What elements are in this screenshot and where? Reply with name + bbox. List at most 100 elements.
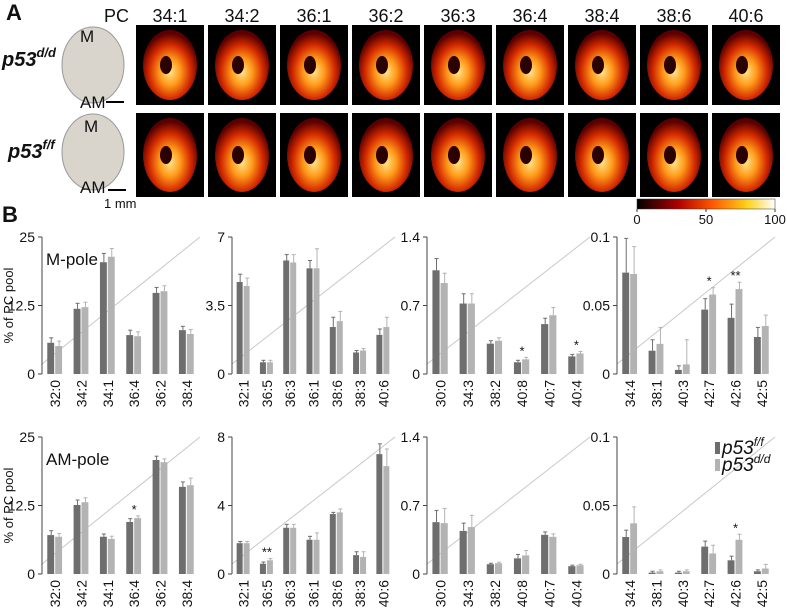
x-tick-label: 38:6 bbox=[329, 380, 345, 407]
bar bbox=[432, 522, 440, 574]
bar bbox=[236, 543, 243, 574]
am-label: AM bbox=[80, 178, 106, 197]
x-tick-label: 38:3 bbox=[352, 580, 368, 607]
x-tick-label: 32:0 bbox=[47, 580, 63, 607]
row-label-sup: d/d bbox=[36, 45, 57, 60]
y-tick-label: 25 bbox=[19, 229, 35, 245]
heatmap-hole bbox=[736, 56, 748, 74]
bar bbox=[709, 294, 717, 374]
x-tick-label: 32:0 bbox=[47, 380, 63, 407]
y-tick-label: 0 bbox=[412, 566, 420, 582]
x-tick-label: 38:4 bbox=[179, 580, 195, 607]
x-tick-label: 34:3 bbox=[460, 380, 476, 407]
x-tick-label: 40:7 bbox=[541, 380, 557, 407]
x-tick-label: 42:5 bbox=[754, 580, 770, 607]
column-label: 40:6 bbox=[728, 6, 763, 26]
colorbar-tick-label: 0 bbox=[633, 212, 640, 227]
x-tick-label: 36:5 bbox=[259, 380, 275, 407]
bar bbox=[47, 535, 55, 574]
row-label-sup: f/f bbox=[42, 137, 56, 152]
y-tick-label: 0 bbox=[27, 566, 35, 582]
x-tick-label: 38:4 bbox=[179, 380, 195, 407]
y-tick-label: 4 bbox=[217, 498, 225, 514]
x-tick-label: 34:3 bbox=[460, 580, 476, 607]
heatmap-hole bbox=[736, 146, 748, 164]
heatmap-hole bbox=[232, 56, 244, 74]
bar bbox=[459, 530, 467, 574]
column-label: 36:4 bbox=[512, 6, 547, 26]
bar bbox=[682, 364, 690, 374]
bar bbox=[761, 568, 769, 574]
bar bbox=[126, 521, 134, 574]
x-tick-label: 38:1 bbox=[649, 580, 665, 607]
x-tick-label: 40:3 bbox=[675, 380, 691, 407]
x-tick-label: 42:5 bbox=[754, 380, 770, 407]
bar bbox=[376, 334, 383, 374]
bar bbox=[383, 327, 390, 374]
y-tick-label: 8 bbox=[217, 429, 225, 445]
y-tick-label: 3.5 bbox=[206, 298, 226, 314]
bar bbox=[568, 356, 576, 374]
bar bbox=[266, 362, 273, 374]
heatmap-hole bbox=[160, 56, 172, 74]
bar bbox=[674, 369, 682, 374]
significance-marker: * bbox=[707, 274, 712, 289]
bar bbox=[432, 270, 440, 374]
bar bbox=[353, 352, 360, 374]
heatmap-hole bbox=[592, 146, 604, 164]
bar bbox=[513, 362, 522, 374]
bar bbox=[313, 539, 320, 574]
bar bbox=[336, 512, 343, 574]
bar bbox=[99, 262, 107, 374]
tissue-image bbox=[61, 113, 125, 191]
legend-swatch bbox=[715, 459, 720, 471]
bar bbox=[283, 260, 290, 374]
bar bbox=[701, 309, 709, 374]
bar bbox=[549, 315, 557, 374]
y-tick-label: 1.4 bbox=[401, 429, 421, 445]
y-tick-label: 0 bbox=[217, 366, 225, 382]
bar bbox=[656, 343, 664, 374]
column-label: 36:2 bbox=[368, 6, 403, 26]
guide-line bbox=[231, 436, 396, 565]
bar bbox=[107, 256, 115, 374]
bar bbox=[259, 563, 266, 574]
guide-line bbox=[616, 436, 776, 565]
am-label: AM bbox=[80, 93, 106, 112]
bar bbox=[160, 291, 168, 374]
x-tick-label: 38:1 bbox=[649, 380, 665, 407]
guide-line bbox=[426, 236, 591, 365]
chart-title: AM-pole bbox=[46, 450, 109, 469]
y-tick-label: 0 bbox=[602, 566, 610, 582]
bar bbox=[513, 558, 522, 574]
bar bbox=[674, 572, 682, 574]
bar bbox=[467, 527, 475, 574]
x-tick-label: 38:2 bbox=[487, 580, 503, 607]
m-label: M bbox=[84, 117, 98, 136]
y-tick-label: 0 bbox=[412, 366, 420, 382]
heatmap-hole bbox=[448, 146, 460, 164]
bar bbox=[107, 538, 115, 574]
bar bbox=[376, 454, 383, 574]
legend-label: p53d/d bbox=[721, 452, 771, 476]
bar bbox=[329, 327, 336, 374]
bar bbox=[727, 317, 735, 374]
bar bbox=[290, 527, 297, 574]
bar bbox=[486, 343, 494, 374]
bar bbox=[134, 336, 142, 374]
x-tick-label: 34:1 bbox=[100, 380, 116, 407]
significance-marker: * bbox=[733, 520, 738, 535]
tissue-image bbox=[61, 26, 125, 104]
x-tick-label: 40:8 bbox=[514, 380, 530, 407]
heatmap-hole bbox=[376, 146, 388, 164]
bar bbox=[178, 330, 186, 374]
bar bbox=[494, 340, 503, 374]
bar bbox=[761, 326, 769, 374]
bar bbox=[622, 272, 630, 374]
significance-marker: ** bbox=[262, 545, 272, 560]
column-label: 34:2 bbox=[224, 6, 259, 26]
bar bbox=[55, 536, 63, 574]
y-tick-label: 1.4 bbox=[401, 229, 421, 245]
bar bbox=[522, 555, 530, 574]
bar bbox=[648, 350, 656, 374]
